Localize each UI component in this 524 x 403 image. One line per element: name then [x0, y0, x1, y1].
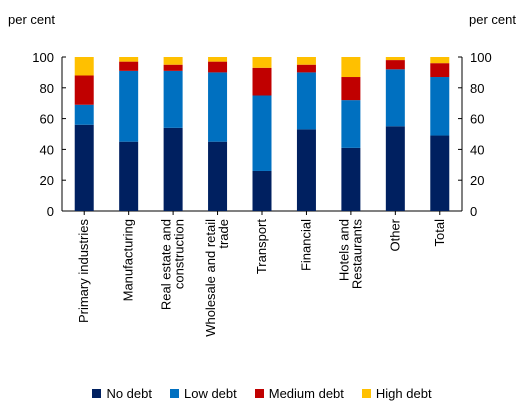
legend: No debt Low debt Medium debt High debt [0, 386, 524, 401]
bar-segment [430, 63, 450, 78]
x-tick-label: Other [387, 218, 402, 251]
bar-segment [385, 69, 405, 127]
bar-segment [430, 135, 450, 211]
legend-label: Low debt [183, 386, 237, 401]
bar-segment [74, 75, 94, 105]
bar-segment [385, 60, 405, 70]
bar-segment [252, 67, 272, 96]
bar-segment [385, 57, 405, 61]
legend-item: Medium debt [254, 386, 344, 401]
left-y-tick-label: 40 [40, 142, 54, 157]
bar-segment [296, 57, 316, 65]
x-tick-label: Primary industries [76, 219, 91, 324]
legend-swatch [254, 389, 264, 398]
x-tick-label: Total [432, 219, 447, 247]
bar-segment [296, 64, 316, 73]
legend-label: No debt [106, 386, 152, 401]
left-y-tick-label: 100 [32, 50, 54, 65]
bar-segment [385, 126, 405, 211]
x-tick-label: Wholesale and retailtrade [203, 219, 231, 337]
right-axis-unit: per cent [469, 12, 516, 27]
bar-segment [430, 77, 450, 136]
left-y-tick-label: 20 [40, 173, 54, 188]
bar-segment [252, 170, 272, 211]
right-y-tick-label: 100 [470, 50, 492, 65]
x-tick-label: Hotels andRestaurants [336, 219, 364, 290]
bar-segment [341, 77, 361, 101]
x-tick-label: Financial [298, 219, 313, 271]
right-y-tick-label: 80 [470, 81, 484, 96]
bar-segment [296, 72, 316, 130]
right-y-tick-label: 20 [470, 173, 484, 188]
bar-segment [119, 70, 139, 142]
x-tick-label: Manufacturing [121, 219, 136, 301]
x-tick-label: Transport [254, 219, 269, 275]
left-axis-unit: per cent [8, 12, 55, 27]
bar-segment [208, 61, 228, 73]
legend-label: Medium debt [268, 386, 344, 401]
x-tick-label: Real estate andconstruction [159, 219, 187, 310]
bar-segment [341, 147, 361, 211]
bar-segment [208, 57, 228, 62]
bar-segment [163, 64, 183, 71]
legend-item: Low debt [169, 386, 237, 401]
left-y-tick-label: 0 [47, 204, 54, 219]
bar-segment [208, 72, 228, 142]
left-y-tick-label: 80 [40, 81, 54, 96]
bar-segment [341, 57, 361, 78]
bar-segment [252, 95, 272, 171]
bar-segment [74, 57, 94, 76]
right-y-tick-label: 40 [470, 142, 484, 157]
bar-segment [119, 61, 139, 71]
bar-segment [296, 129, 316, 211]
bar-segment [119, 141, 139, 211]
legend-item: High debt [361, 386, 432, 401]
bar-segment [163, 127, 183, 211]
legend-swatch [92, 389, 102, 398]
bar-segment [430, 57, 450, 64]
bar-segment [163, 70, 183, 128]
bar-segment [74, 104, 94, 125]
bar-segment [208, 141, 228, 211]
bar-segment [74, 124, 94, 211]
bar-segment [119, 57, 139, 62]
legend-swatch [361, 389, 371, 398]
right-y-tick-label: 0 [470, 204, 477, 219]
bar-segment [163, 57, 183, 65]
right-y-tick-label: 60 [470, 112, 484, 127]
legend-item: No debt [92, 386, 152, 401]
legend-label: High debt [375, 386, 432, 401]
bar-segment [341, 100, 361, 148]
bar-segment [252, 57, 272, 68]
left-y-tick-label: 60 [40, 112, 54, 127]
legend-swatch [169, 389, 179, 398]
